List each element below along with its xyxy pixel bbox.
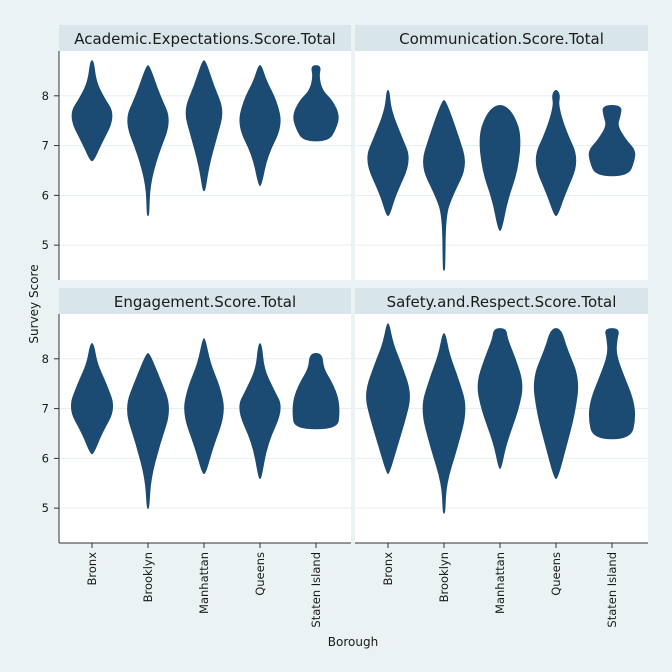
violin-manhattan bbox=[477, 328, 523, 470]
x-tick-label: Staten Island bbox=[309, 552, 323, 628]
x-axis-title: Borough bbox=[328, 635, 378, 649]
y-tick-label: 6 bbox=[42, 451, 49, 465]
violin-queens bbox=[239, 65, 281, 187]
violin-staten-island bbox=[293, 65, 339, 142]
x-tick-label: Staten Island bbox=[605, 552, 619, 628]
x-tick-label: Bronx bbox=[85, 552, 99, 586]
violin-staten-island bbox=[588, 105, 636, 177]
violin-bronx bbox=[366, 323, 410, 475]
x-tick-label: Manhattan bbox=[197, 552, 211, 614]
panel-title: Engagement.Score.Total bbox=[114, 293, 296, 311]
x-tick-label: Bronx bbox=[381, 552, 395, 586]
violin-bronx bbox=[367, 90, 409, 217]
y-tick-label: 5 bbox=[42, 238, 49, 252]
x-tick-label: Brooklyn bbox=[437, 552, 451, 602]
y-tick-label: 5 bbox=[42, 501, 49, 515]
x-tick-label: Queens bbox=[549, 552, 563, 596]
y-axis-title: Survey Score bbox=[27, 264, 41, 343]
violin-brooklyn bbox=[127, 353, 169, 509]
violin-manhattan bbox=[185, 60, 223, 192]
violin-bronx bbox=[71, 60, 113, 162]
panel-title: Academic.Expectations.Score.Total bbox=[74, 30, 336, 48]
violin-brooklyn bbox=[422, 333, 466, 514]
x-tick-label: Queens bbox=[253, 552, 267, 596]
panel-strip bbox=[355, 25, 648, 51]
violin-manhattan bbox=[184, 338, 224, 475]
violin-queens bbox=[239, 343, 281, 480]
y-tick-label: 8 bbox=[42, 89, 49, 103]
panel-title: Safety.and.Respect.Score.Total bbox=[387, 293, 617, 311]
violin-bronx bbox=[70, 343, 114, 455]
y-tick-label: 6 bbox=[42, 188, 49, 202]
violin-staten-island bbox=[292, 353, 340, 430]
panel-title: Communication.Score.Total bbox=[399, 30, 604, 48]
panel-strip bbox=[355, 288, 648, 314]
violin-brooklyn bbox=[127, 65, 169, 217]
violin-brooklyn bbox=[423, 100, 465, 271]
y-tick-label: 7 bbox=[42, 139, 49, 153]
y-tick-label: 8 bbox=[42, 352, 49, 366]
panel-strip bbox=[59, 288, 351, 314]
violin-manhattan bbox=[479, 105, 521, 231]
y-tick-label: 7 bbox=[42, 402, 49, 416]
x-tick-label: Manhattan bbox=[493, 552, 507, 614]
panel-strip bbox=[59, 25, 351, 51]
violin-queens bbox=[535, 90, 577, 217]
violin-queens bbox=[533, 328, 579, 480]
x-tick-label: Brooklyn bbox=[141, 552, 155, 602]
violin-staten-island bbox=[588, 328, 636, 440]
